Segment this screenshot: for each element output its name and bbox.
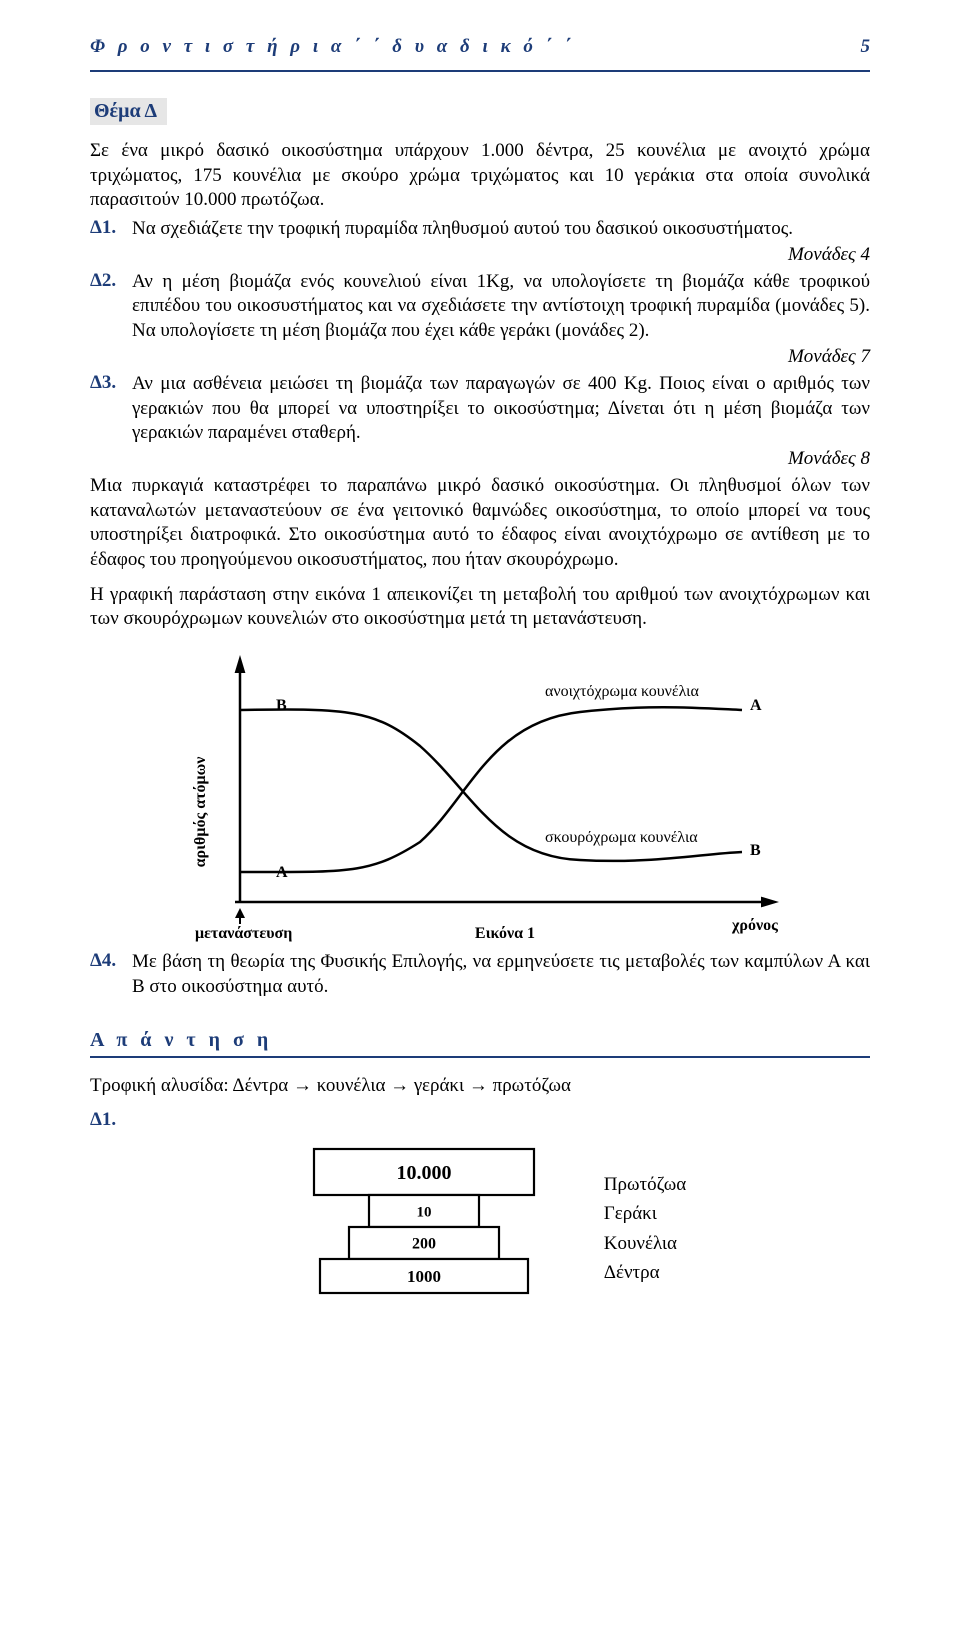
svg-text:μετανάστευση: μετανάστευση [195, 925, 292, 942]
intro-paragraph: Σε ένα μικρό δασικό οικοσύστημα υπάρχουν… [90, 139, 870, 213]
paragraph-after-q3-a: Μια πυρκαγιά καταστρέφει το παραπάνω μικ… [90, 474, 870, 573]
svg-text:ανοιχτόχρωμα κουνέλια: ανοιχτόχρωμα κουνέλια [545, 683, 699, 700]
pyramid-level-label: Γεράκι [604, 1199, 687, 1228]
q3-points: Μονάδες 8 [90, 448, 870, 470]
svg-text:10: 10 [416, 1204, 431, 1220]
q4-number: Δ4. [90, 950, 132, 999]
pyramid-figure: 10.000 10 200 1000 ΠρωτόζωαΓεράκιΚουνέλιαΔέ… [90, 1141, 870, 1316]
q2-points: Μονάδες 7 [90, 346, 870, 368]
q3-text: Αν μια ασθένεια μειώσει τη βιομάζα των π… [132, 372, 870, 446]
paragraph-after-q3-b: Η γραφική παράσταση στην εικόνα 1 απεικο… [90, 583, 870, 632]
svg-text:Εικόνα 1: Εικόνα 1 [475, 925, 535, 942]
svg-text:Β: Β [276, 697, 287, 714]
svg-text:10.000: 10.000 [396, 1162, 451, 1184]
q1-number: Δ1. [90, 217, 132, 242]
food-chain-text: Τροφική αλυσίδα: Δέντρα → κουνέλια → γερ… [90, 1074, 870, 1099]
theme-label: Θέμα Δ [90, 98, 167, 125]
svg-text:A: A [750, 697, 762, 714]
svg-text:αριθμός ατόμων: αριθμός ατόμων [192, 757, 209, 868]
figure-1: Β Α A Bανοιχτόχρωμα κουνέλια σκουρόχρωμα κου… [150, 642, 810, 942]
q1-text: Να σχεδιάζετε την τροφική πυραμίδα πληθυ… [132, 217, 870, 242]
page-number: 5 [861, 36, 871, 58]
q4-text: Με βάση τη θεωρία της Φυσικής Επιλογής, … [132, 950, 870, 999]
d1-answer-label: Δ1. [90, 1109, 870, 1131]
header-title: Φ ρ ο ν τ ι σ τ ή ρ ι α ΄ ΄ δ υ α δ ι κ … [90, 36, 575, 58]
svg-text:Α: Α [276, 864, 288, 881]
q1-points: Μονάδες 4 [90, 244, 870, 266]
svg-text:200: 200 [412, 1236, 436, 1253]
q2-number: Δ2. [90, 270, 132, 344]
q2-text: Αν η μέση βιομάζα ενός κουνελιού είναι 1… [132, 270, 870, 344]
pyramid-level-label: Κουνέλια [604, 1229, 687, 1258]
pyramid-level-label: Πρωτόζωα [604, 1170, 687, 1199]
svg-text:1000: 1000 [407, 1267, 441, 1286]
svg-text:σκουρόχρωμα κουνέλια: σκουρόχρωμα κουνέλια [545, 829, 698, 846]
svg-text:χρόνος: χρόνος [731, 917, 778, 934]
answer-heading: Α π ά ν τ η σ η [90, 1029, 870, 1052]
header-rule [90, 70, 870, 72]
pyramid-level-label: Δέντρα [604, 1258, 687, 1287]
answer-rule [90, 1056, 870, 1058]
q3-number: Δ3. [90, 372, 132, 446]
svg-text:B: B [750, 842, 761, 859]
